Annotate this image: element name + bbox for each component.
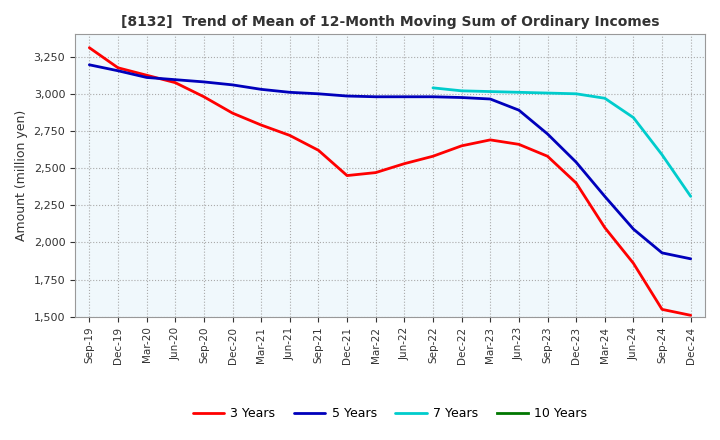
7 Years [600,95,609,101]
5 Years [228,82,237,88]
3 Years [314,148,323,153]
Title: [8132]  Trend of Mean of 12-Month Moving Sum of Ordinary Incomes: [8132] Trend of Mean of 12-Month Moving … [121,15,660,29]
5 Years [372,94,380,99]
5 Years [543,131,552,136]
7 Years [629,115,638,120]
3 Years [343,173,351,178]
3 Years [114,65,122,70]
5 Years [572,160,580,165]
3 Years [686,313,695,318]
3 Years [85,45,94,50]
7 Years [543,90,552,95]
5 Years [257,87,266,92]
5 Years [199,79,208,84]
3 Years [629,260,638,266]
5 Years [515,107,523,113]
7 Years [428,85,437,91]
5 Years [314,91,323,96]
Line: 5 Years: 5 Years [89,65,690,259]
3 Years [400,161,409,166]
Line: 7 Years: 7 Years [433,88,690,196]
5 Years [457,95,466,100]
7 Years [686,194,695,199]
5 Years [171,77,179,82]
5 Years [629,227,638,232]
3 Years [428,154,437,159]
7 Years [486,89,495,94]
5 Years [600,194,609,199]
7 Years [457,88,466,93]
7 Years [515,90,523,95]
5 Years [285,90,294,95]
3 Years [486,137,495,143]
3 Years [658,307,667,312]
Y-axis label: Amount (million yen): Amount (million yen) [15,110,28,241]
3 Years [600,225,609,230]
3 Years [257,122,266,128]
5 Years [400,94,409,99]
Legend: 3 Years, 5 Years, 7 Years, 10 Years: 3 Years, 5 Years, 7 Years, 10 Years [188,402,593,425]
3 Years [285,133,294,138]
7 Years [572,91,580,96]
3 Years [143,73,151,78]
3 Years [515,142,523,147]
5 Years [85,62,94,67]
5 Years [486,96,495,102]
3 Years [199,94,208,99]
5 Years [428,94,437,99]
3 Years [457,143,466,148]
7 Years [658,152,667,158]
5 Years [686,256,695,261]
5 Years [114,68,122,73]
5 Years [343,93,351,99]
3 Years [543,154,552,159]
3 Years [228,110,237,116]
3 Years [572,180,580,186]
5 Years [143,75,151,80]
Line: 3 Years: 3 Years [89,48,690,315]
3 Years [171,80,179,85]
5 Years [658,250,667,256]
3 Years [372,170,380,175]
